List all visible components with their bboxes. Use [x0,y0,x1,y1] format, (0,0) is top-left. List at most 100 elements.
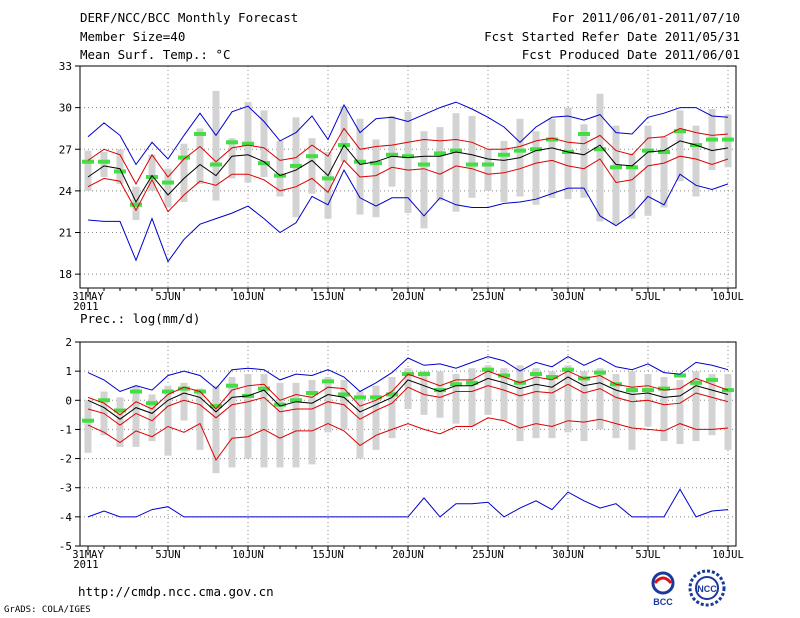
temp-median-mark [578,131,590,136]
temp-lower-line [87,155,729,213]
prec-ytick-label: 2 [65,336,72,349]
temp-median-mark [178,155,190,160]
prec-ensemble-box [292,382,300,468]
prec-xtick-label: 15JUN [312,549,344,561]
prec-median-mark [690,380,702,385]
temp-ensemble-box [660,136,668,208]
prec-ensemble-box [180,382,188,421]
temp-ytick-label: 33 [59,60,72,73]
prec-ensemble-box [388,376,396,439]
temp-ensemble-box [580,124,588,198]
temp-median-mark [466,162,478,167]
temp-median-mark [722,137,734,142]
prec-ytick-label: -1 [59,423,72,436]
temp-ensemble-box [212,90,220,201]
temp-ytick-label: 27 [59,143,72,156]
prec-ytick-label: -5 [59,540,72,553]
temp-xtick-label: 10JUL [712,291,744,303]
temp-ytick-label: 18 [59,268,72,281]
temp-median-mark [386,152,398,157]
forecast-started-date: Fcst Started Refer Date 2011/05/31 [484,29,740,44]
prec-ensemble-box [484,365,492,415]
prec-ensemble-box [548,371,556,439]
prec-ensemble-box [260,374,268,468]
prec-ensemble-box [708,374,716,436]
temp-ensemble-box [196,128,204,184]
prec-median-mark [562,367,574,372]
temp-ensemble-box [532,131,540,205]
prec-median-mark [146,401,158,406]
prec-ensemble-box [692,371,700,442]
temp-ensemble-box [356,118,364,215]
member-size: Member Size=40 [80,29,186,44]
prec-ensemble-box [212,385,220,474]
temp-ensemble-box [324,152,332,219]
temp-xtick-year: 2011 [73,301,98,313]
temp-xtick-label: 20JUN [392,291,424,303]
prec-median-mark [706,377,718,382]
temp-xtick-label: 5JUN [155,291,180,303]
temp-ensemble-box [468,115,476,198]
prec-median-mark [114,408,126,413]
prec-median-mark [466,380,478,385]
temp-median-mark [418,162,430,167]
temp-ensemble-box [308,138,316,194]
prec-median-mark [306,391,318,395]
temp-median-mark [370,161,382,166]
prec-ensemble-box [500,368,508,421]
prec-median-mark [626,388,638,393]
prec-ensemble-box [660,376,668,442]
temp-ensemble-box [644,125,652,216]
temp-median-mark [306,154,318,159]
prec-ytick-label: -3 [59,482,72,495]
temp-median-mark [610,165,622,170]
prec-ensemble-box [564,365,572,433]
prec-median-mark [450,382,462,387]
prec-ensemble-box [516,365,524,442]
temp-median-mark [530,147,542,152]
prec-ensemble-box [276,382,284,468]
temp-ensemble-box [372,139,380,218]
temp-maximum-line [87,101,729,166]
prec-ensemble-box [324,376,332,433]
prec-lower-line [87,383,729,426]
prec-ensemble-box [724,374,732,450]
bcc-logo: BCC [651,571,675,607]
prec-median-mark [210,404,222,409]
temp-ytick-label: 30 [59,102,72,115]
prec-ensemble-box [676,379,684,444]
prec-ensemble-box [468,368,476,427]
prec-median-mark [546,374,558,379]
temp-ensemble-box [692,125,700,197]
temp-median-mark [242,141,254,146]
ncc-logo: NCC [688,569,726,607]
prec-ensemble-box [532,368,540,439]
prec-ensemble-box [244,374,252,459]
temp-ensemble-box [260,110,268,177]
temp-median-mark [194,131,206,136]
prec-median-mark [594,370,606,375]
prec-median-mark [322,379,334,384]
prec-median-mark [290,398,302,403]
temp-xtick-label: 25JUN [472,291,504,303]
grads-credit: GrADS: COLA/IGES [4,605,91,615]
temp-median-mark [514,148,526,153]
temp-median-mark [226,140,238,145]
prec-median-mark [658,386,670,391]
prec-xtick-label: 20JUN [392,549,424,561]
source-url[interactable]: http://cmdp.ncc.cma.gov.cn [78,584,274,599]
temp-median-mark [98,159,110,164]
temp-ensemble-box [340,106,348,162]
prec-median-mark [530,372,542,377]
temp-median-mark [642,148,654,153]
prec-median-mark [82,418,94,423]
prec-ensemble-box [308,379,316,465]
prec-median-mark [130,389,142,394]
prec-median-mark [226,383,238,388]
prec-xtick-label: 10JUN [232,549,264,561]
prec-ensemble-box [404,368,412,410]
prec-xtick-label: 5JUN [155,549,180,561]
temp-ytick-label: 21 [59,227,72,240]
temp-ensemble-box [596,93,604,222]
prec-ensemble-box [164,385,172,456]
